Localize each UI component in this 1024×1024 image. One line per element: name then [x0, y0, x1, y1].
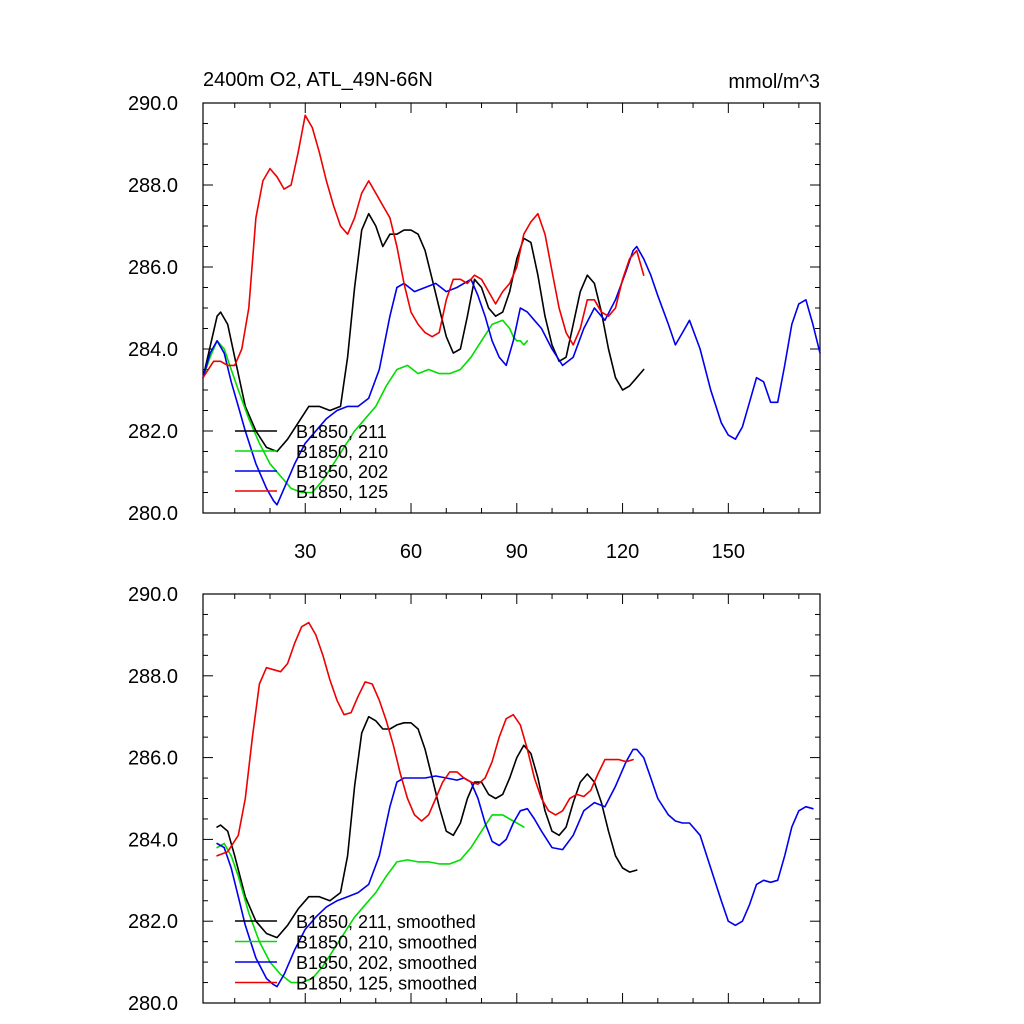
- chart-title: 2400m O2, ATL_49N-66N: [203, 69, 433, 91]
- y-tick-labels: 280.0 282.0 284.0 286.0 288.0 290.0: [128, 584, 178, 1015]
- y-tick-label: 284.0: [128, 829, 178, 851]
- series-lines: [216, 621, 814, 988]
- legend-label: B1850, 210: [296, 442, 388, 462]
- y-tick-label: 288.0: [128, 175, 178, 197]
- y-tick-labels: 280.0 282.0 284.0 286.0 288.0 290.0: [128, 93, 178, 525]
- top-panel: 2400m O2, ATL_49N-66N mmol/m^3 280.0 282.…: [128, 69, 821, 563]
- tick-marks: [203, 593, 820, 1004]
- y-tick-label: 280.0: [128, 503, 178, 525]
- legend-label: B1850, 211, smoothed: [296, 912, 476, 932]
- series-line-black: [216, 715, 638, 939]
- y-tick-label: 284.0: [128, 339, 178, 361]
- series-line-blue: [216, 748, 814, 988]
- legend-label: B1850, 202, smoothed: [296, 953, 477, 973]
- y-tick-label: 282.0: [128, 421, 178, 443]
- series-line-green: [216, 814, 525, 984]
- series-line-red: [202, 114, 645, 379]
- series-line-black: [202, 212, 645, 453]
- y-tick-label: 290.0: [128, 93, 178, 115]
- legend-label: B1850, 125: [296, 482, 388, 502]
- x-tick-labels: 30 60 90 120 150: [294, 541, 745, 563]
- x-tick-label: 150: [712, 541, 745, 563]
- series-lines: [202, 114, 821, 506]
- legend-label: B1850, 202: [296, 462, 388, 482]
- bottom-panel: 280.0 282.0 284.0 286.0 288.0 290.0 B1850, 21…: [128, 584, 821, 1015]
- series-line-red: [216, 621, 634, 857]
- legend-label: B1850, 210, smoothed: [296, 933, 477, 953]
- y-tick-label: 282.0: [128, 911, 178, 933]
- x-tick-label: 120: [606, 541, 639, 563]
- series-line-green: [202, 319, 529, 494]
- y-tick-label: 290.0: [128, 584, 178, 606]
- x-tick-label: 30: [294, 541, 316, 563]
- legend-label: B1850, 211: [296, 422, 387, 442]
- series-line-blue: [202, 245, 821, 506]
- y-tick-label: 286.0: [128, 257, 178, 279]
- y-tick-label: 280.0: [128, 993, 178, 1015]
- x-tick-label: 90: [506, 541, 528, 563]
- y-tick-label: 288.0: [128, 666, 178, 688]
- legend-label: B1850, 125, smoothed: [296, 974, 477, 994]
- tick-marks: [203, 102, 820, 514]
- x-tick-label: 60: [400, 541, 422, 563]
- y-tick-label: 286.0: [128, 748, 178, 770]
- units-label: mmol/m^3: [728, 71, 820, 93]
